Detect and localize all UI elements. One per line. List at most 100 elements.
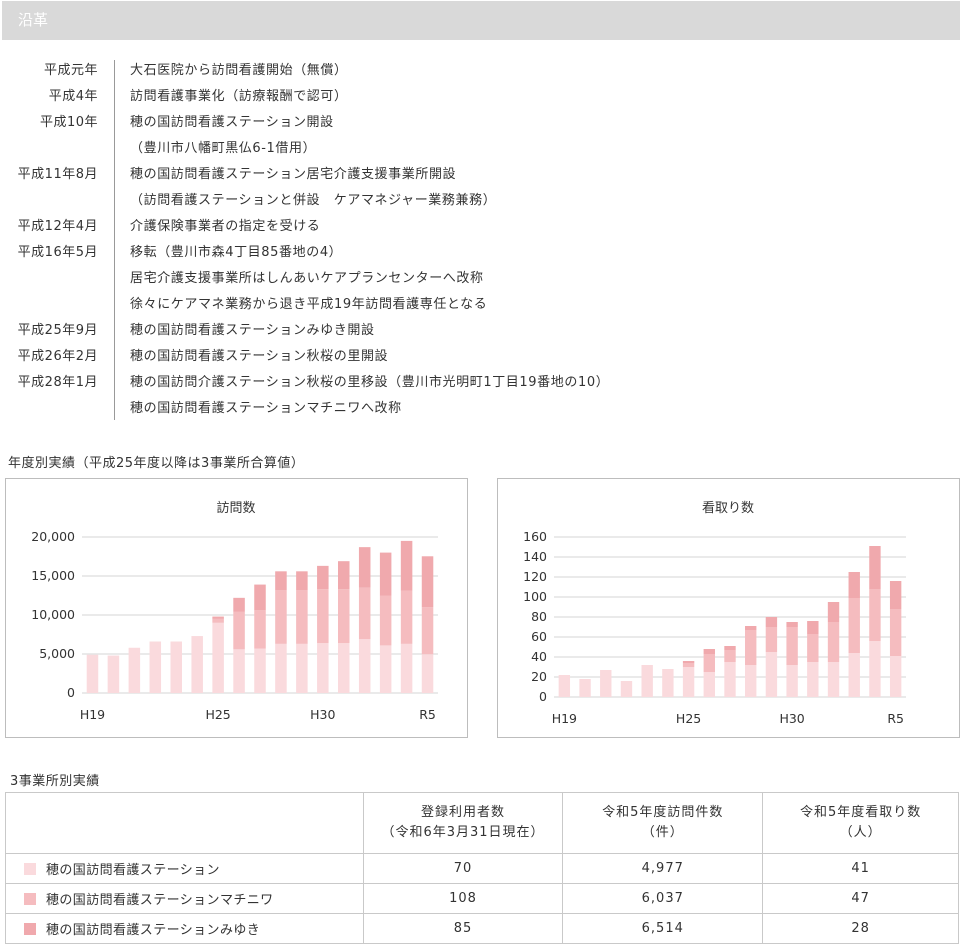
deaths-chart-svg: 看取り数 0 20 40 60 80 100 120 140 160 H19 H25 H30 R5 <box>523 500 906 726</box>
bar-segment <box>703 649 715 654</box>
section-header: 沿革 <box>2 1 960 40</box>
x-tick-label: R5 <box>887 711 904 726</box>
history-year: 平成25年9月 <box>17 323 98 338</box>
bar-segment <box>296 643 308 693</box>
legend-swatch <box>24 863 36 875</box>
table-header-cell: 登録利用者数 （令和6年3月31日現在） <box>362 792 564 854</box>
x-tick-label: H30 <box>310 707 335 722</box>
table-header-cell: 令和5年度看取り数 （人） <box>762 792 959 854</box>
history-year <box>0 396 98 422</box>
table-header-cell: 令和5年度訪問件数 （件） <box>562 792 764 854</box>
history-text: 居宅介護支援事業所はしんあいケアプランセンターへ改称 <box>130 271 484 286</box>
results-title: 年度別実績（平成25年度以降は3事業所合算値） <box>8 456 305 471</box>
y-tick-label: 40 <box>531 649 547 664</box>
history-year: 平成10年 <box>39 115 98 130</box>
bar-segment <box>275 590 287 644</box>
visits-cell: 4,977 <box>562 853 764 884</box>
office-results-table: 登録利用者数 （令和6年3月31日現在） 令和5年度訪問件数 （件） 令和5年度看取り数… <box>5 792 959 944</box>
bar-segment <box>296 590 308 644</box>
bar-segment <box>620 681 633 697</box>
bar-segment <box>317 589 329 644</box>
bar-segment <box>869 546 881 589</box>
history-year <box>0 136 98 162</box>
bar-segment <box>338 589 350 644</box>
x-tick-label: H19 <box>80 707 105 722</box>
bar-segment <box>400 643 413 693</box>
y-tick-label: 100 <box>523 589 547 604</box>
y-tick-label: 160 <box>523 529 547 544</box>
y-tick-label: 0 <box>67 685 75 700</box>
visits-cell: 6,514 <box>562 913 764 944</box>
bar-segment <box>86 654 99 693</box>
x-tick-label: H25 <box>205 707 230 722</box>
users-cell: 85 <box>362 913 564 944</box>
bar-segment <box>212 618 224 623</box>
bar-segment <box>254 610 266 649</box>
table-header-line: 令和5年度訪問件数 <box>602 805 724 820</box>
history-row: （訪問看護ステーションと併設 ケアマネジャー業務兼務） <box>0 188 960 214</box>
bar-segment <box>379 595 392 646</box>
bar-segment <box>786 622 798 627</box>
office-name-cell: 穂の国訪問看護ステーション <box>5 853 364 884</box>
history-year: 平成26年2月 <box>17 349 98 364</box>
bar-segment <box>212 616 224 619</box>
history-year: 平成4年 <box>48 89 98 104</box>
bar-segment <box>869 641 881 697</box>
x-tick-label: H25 <box>676 711 701 726</box>
visits-chart-svg: 訪問数 0 5,000 10,000 15,000 20,000 H19 H25 H30 R5 <box>31 500 438 722</box>
history-text: 穂の国訪問看護ステーション開設 <box>130 115 334 130</box>
history-text: 穂の国訪問介護ステーション秋桜の里移設（豊川市光明町1丁目19番地の10） <box>130 375 610 390</box>
history-row: 平成26年2月 穂の国訪問看護ステーション秋桜の里開設 <box>0 344 960 370</box>
history-year: 平成16年5月 <box>17 245 98 260</box>
y-tick-label: 5,000 <box>39 646 75 661</box>
table-header-row: 登録利用者数 （令和6年3月31日現在） 令和5年度訪問件数 （件） 令和5年度看取り数… <box>5 792 959 854</box>
table-header-cell <box>5 792 364 854</box>
office-name-cell: 穂の国訪問看護ステーションマチニワ <box>5 883 364 914</box>
history-row: 平成25年9月 穂の国訪問看護ステーションみゆき開設 <box>0 318 960 344</box>
bar-segment <box>869 589 881 641</box>
y-tick-label: 20,000 <box>31 529 75 544</box>
bar-segment <box>379 645 392 693</box>
bar-segment <box>233 597 245 612</box>
table-header-line: 令和5年度看取り数 <box>799 805 922 820</box>
history-text: 移転（豊川市森4丁目85番地の4） <box>130 245 343 260</box>
bar-segment <box>421 556 434 608</box>
bar-segment <box>641 665 653 697</box>
bar-segment <box>379 552 392 596</box>
history-text: 穂の国訪問看護ステーションみゆき開設 <box>130 323 375 338</box>
visits-chart: 訪問数 0 5,000 10,000 15,000 20,000 H19 H25 H30 R5 <box>5 478 468 738</box>
history-divider <box>114 60 115 420</box>
bar-segment <box>400 540 413 591</box>
history-row: 徐々にケアマネ業務から退き平成19年訪問看護専任となる <box>0 292 960 318</box>
y-tick-label: 0 <box>539 689 547 704</box>
y-tick-label: 80 <box>531 609 547 624</box>
deaths-cell: 28 <box>762 913 959 944</box>
bar-segment <box>212 622 224 693</box>
bar-segment <box>254 584 266 611</box>
history-row: 平成11年8月 穂の国訪問看護ステーション居宅介護支援事業所開設 <box>0 162 960 188</box>
bar-segment <box>724 650 736 662</box>
bar-segment <box>745 630 757 665</box>
table-row: 穂の国訪問看護ステーションみゆき 85 6,514 28 <box>5 913 959 944</box>
x-tick-label: H19 <box>552 711 577 726</box>
chart-title: 訪問数 <box>216 500 255 516</box>
history-year: 平成11年8月 <box>17 167 98 182</box>
bar-segment <box>338 643 350 693</box>
history-text: 穂の国訪問看護ステーション居宅介護支援事業所開設 <box>130 167 457 182</box>
table-header-line: （令和6年3月31日現在） <box>381 825 545 840</box>
bar-segment <box>807 634 819 662</box>
bar-segment <box>400 590 413 644</box>
y-tick-label: 120 <box>523 569 547 584</box>
bar-segment <box>765 652 778 697</box>
history-row: 平成28年1月 穂の国訪問介護ステーション秋桜の里移設（豊川市光明町1丁目19番地… <box>0 370 960 396</box>
bar-segment <box>724 646 736 650</box>
history-year: 平成28年1月 <box>17 375 98 390</box>
history-year <box>0 266 98 292</box>
y-tick-label: 20 <box>531 669 547 684</box>
legend-swatch <box>24 923 36 935</box>
history-text: （豊川市八幡町黒仏6-1借用） <box>130 141 317 156</box>
bar-segment <box>275 643 287 693</box>
bar-segment <box>682 661 695 663</box>
bar-segment <box>233 611 245 650</box>
bar-segment <box>703 672 715 697</box>
